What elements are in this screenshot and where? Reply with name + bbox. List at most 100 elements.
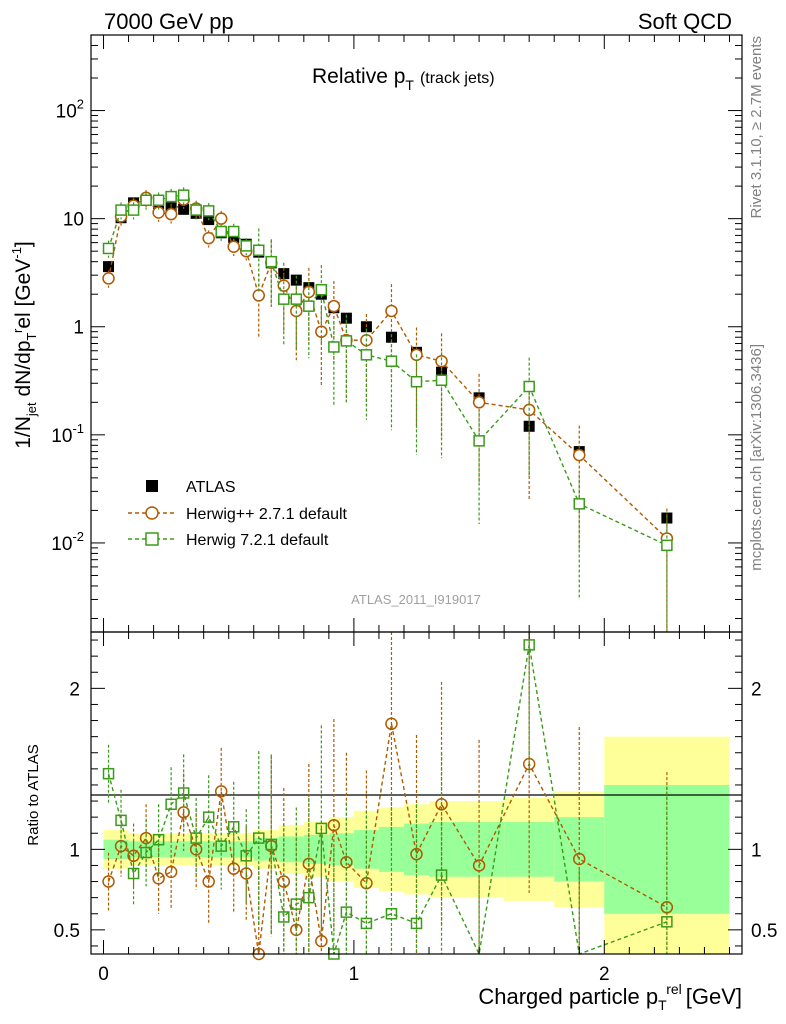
title-note: (track jets) [420,70,495,87]
ratio-series [102,632,674,961]
legend-herwigpp-marker [145,506,159,520]
ratio-point [265,838,278,851]
ratio-point [177,787,190,799]
uncertainty-band-green [504,821,555,877]
ratio-ytick-labels: 0.5 0.5 1 1 2 2 [54,679,778,942]
data-point [523,380,535,393]
ratio-point [290,898,303,910]
data-point [265,255,278,268]
ratio-point [140,846,152,859]
main-ytick-label: 102 [56,97,84,123]
ratio-panel: 0.5 0.5 1 1 2 2 0 1 2 Ratio to ATLAS Charged pa… [25,631,778,1013]
ratio-frame [90,631,743,955]
ratio-point [152,833,165,846]
data-point [202,205,215,217]
series-line [107,196,668,539]
ratio-line [107,644,668,957]
svg-text:Relative pT(track jets): Relative pT (track jets) [312,65,495,93]
ratio-point [315,822,328,835]
main-series [102,187,674,632]
data-point [573,498,585,510]
legend: ATLAS Herwig++ 2.7.1 default Herwig 7.2.… [128,479,348,549]
xtick-labels: 0 1 2 [98,964,609,985]
ratio-point [472,859,486,872]
data-point [202,231,215,245]
main-ytick-label: 10-1 [51,421,84,447]
data-point [472,396,486,409]
data-point [227,240,240,253]
data-point [385,355,398,367]
ratio-point [127,867,140,880]
data-point [435,374,448,386]
header-right: Soft QCD [638,9,732,34]
series-1 [102,190,674,632]
ratio-point [190,832,202,844]
ratio-point [385,717,398,731]
analysis-watermark: ATLAS_2011_I919017 [351,592,481,607]
xtick-label: 1 [349,964,360,985]
legend-atlas-label: ATLAS [186,479,236,496]
data-point [340,335,353,347]
ratio-point [202,811,215,823]
xtick-label: 2 [599,964,610,985]
title-sub: T [405,77,414,93]
xlabel: Charged particle pTrel [GeV] [478,981,742,1013]
series-2 [102,187,673,632]
ratio-point [573,852,586,866]
main-ytick-label: 10-2 [51,529,84,555]
legend-herwig7: Herwig 7.2.1 default [128,532,329,549]
header-left: 7000 GeV pp [104,9,234,34]
data-point [385,304,398,318]
ratio-point [202,875,215,888]
data-point [328,341,340,353]
data-point [410,375,423,388]
main-ytick-label: 1 [73,318,84,339]
xtick-label: 0 [98,964,109,985]
ratio-series-1 [102,632,673,960]
data-point [290,293,303,305]
ratio-point [102,767,115,780]
data-point [360,349,373,361]
ratio-point [340,906,353,918]
data-point [253,244,265,257]
data-point [327,299,341,313]
ratio-ytick-label-left: 0.5 [54,921,80,942]
data-point [277,279,291,292]
data-point [290,274,302,286]
ratio-point [102,875,115,888]
ratio-ytick-label-right: 1 [751,840,762,861]
ratio-point [215,840,227,852]
ratio-point [303,891,315,904]
ratio-point [253,832,265,844]
data-point [473,435,485,447]
data-point [165,190,177,203]
legend-atlas-marker [146,480,158,492]
ratio-ytick-label-right: 2 [751,679,762,700]
mcplots-label: mcplots.cern.ch [arXiv:1306.3436] [748,344,765,571]
rivet-label: Rivet 3.1.10, ≥ 2.7M events [748,36,765,219]
data-point [103,261,115,273]
main-title: Relative pT (track jets) [312,65,495,93]
data-point [215,225,227,238]
ratio-point [278,911,290,923]
title-main: Relative p [312,65,405,88]
data-point [178,203,190,215]
main-ylabel: 1/Njet dN/dpTrel [GeV-1] [9,241,39,449]
data-point [164,207,178,221]
data-point [303,300,315,312]
ratio-point [127,849,140,863]
main-ytick-label: 10 [63,210,84,231]
data-point [177,189,190,201]
data-point [227,225,240,238]
ratio-point [410,917,423,930]
ratio-point [315,934,328,948]
data-point [152,206,165,219]
ratio-point [152,872,165,885]
ratio-point [435,869,448,881]
uncertainty-band-green [278,836,304,863]
data-point [278,293,290,305]
ratio-point [239,867,253,880]
ratio-ytick-label-left: 2 [69,679,80,700]
ratio-point [385,908,398,920]
